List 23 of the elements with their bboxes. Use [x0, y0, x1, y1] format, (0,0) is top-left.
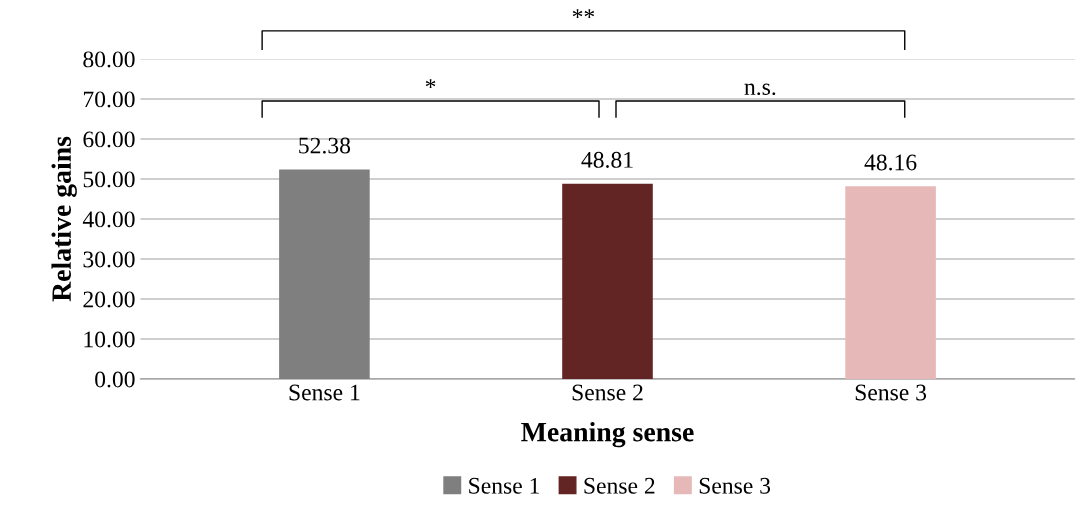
data-label: 48.81: [581, 151, 633, 168]
y-tick-label: 20.00: [83, 291, 135, 308]
data-label: 52.38: [299, 137, 351, 154]
y-tick-label: 40.00: [82, 211, 135, 228]
annotation: n.s.: [744, 83, 776, 96]
y-tick-label: 0.00: [95, 371, 135, 388]
y-tick-label: 10.00: [84, 331, 135, 348]
x-tick-label: Sense 3: [855, 384, 927, 401]
y-tick-label: 70.00: [83, 91, 135, 108]
x-tick-label: Sense 1: [289, 384, 360, 401]
y-tick-label: 60.00: [83, 131, 135, 148]
y-tick-label: 50.00: [83, 171, 135, 188]
data-label: 48.16: [864, 154, 917, 171]
annotation: *: [425, 79, 436, 88]
y-tick-label: 80.00: [83, 51, 135, 68]
legend-label: Sense 1: [469, 477, 539, 494]
x-tick-label: Sense 2: [572, 384, 643, 401]
legend-label: Sense 2: [584, 477, 655, 494]
legend-label: Sense 3: [699, 477, 771, 494]
text: **: [572, 9, 595, 18]
y-axis-title: Relative gains: [51, 136, 77, 302]
x-axis-title: Meaning sense: [521, 421, 694, 448]
y-tick-label: 30.00: [83, 251, 135, 268]
